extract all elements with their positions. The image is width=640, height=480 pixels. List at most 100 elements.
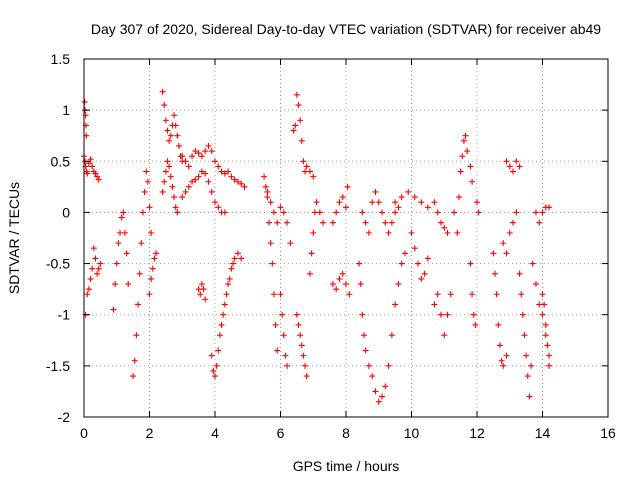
data-point — [192, 176, 199, 183]
data-point — [395, 281, 402, 288]
data-point — [92, 170, 99, 177]
chart-title: Day 307 of 2020, Sidereal Day-to-day VTE… — [91, 21, 601, 37]
data-point — [310, 173, 317, 180]
data-point — [136, 270, 143, 277]
data-point — [221, 301, 228, 308]
data-point — [81, 98, 88, 105]
data-point — [339, 194, 346, 201]
data-point — [392, 209, 399, 216]
data-point — [418, 199, 425, 206]
data-point — [238, 180, 245, 187]
data-point — [392, 301, 399, 308]
data-point — [469, 178, 476, 185]
data-point — [503, 158, 510, 165]
data-point — [166, 137, 173, 144]
data-point — [521, 332, 528, 339]
data-point — [287, 240, 294, 247]
data-point — [223, 291, 230, 298]
x-tick-label: 10 — [404, 425, 420, 441]
data-point — [518, 291, 525, 298]
data-point — [346, 291, 353, 298]
data-point — [182, 158, 189, 165]
data-point — [87, 275, 94, 282]
data-point — [234, 178, 241, 185]
data-point — [454, 229, 461, 236]
data-point — [198, 153, 205, 160]
data-point — [532, 209, 539, 216]
data-point — [401, 250, 408, 257]
data-point — [94, 270, 101, 277]
data-point — [408, 229, 415, 236]
data-point — [437, 311, 444, 318]
data-point — [293, 91, 300, 98]
data-point — [89, 265, 96, 272]
data-point — [359, 311, 366, 318]
data-point — [460, 137, 467, 144]
data-point — [516, 270, 523, 277]
data-point — [434, 209, 441, 216]
data-point — [205, 178, 212, 185]
y-tick-label: 1.5 — [51, 51, 71, 67]
data-point — [365, 362, 372, 369]
data-point — [95, 176, 102, 183]
data-points — [81, 88, 553, 405]
data-point — [279, 311, 286, 318]
data-point — [474, 199, 480, 206]
data-point — [469, 291, 476, 298]
data-point — [500, 240, 507, 247]
x-tick-label: 12 — [469, 425, 485, 441]
data-point — [437, 219, 444, 226]
data-point — [84, 170, 91, 177]
data-point — [92, 255, 99, 262]
data-point — [212, 199, 218, 206]
data-point — [280, 209, 287, 216]
data-point — [146, 204, 153, 211]
data-point — [151, 255, 158, 262]
data-point — [221, 170, 228, 177]
data-point — [97, 260, 104, 267]
data-point — [457, 168, 464, 175]
data-point — [523, 352, 530, 359]
data-point — [385, 362, 392, 369]
data-point — [277, 291, 284, 298]
data-point — [200, 286, 207, 293]
data-point — [192, 148, 199, 155]
data-point — [87, 156, 94, 163]
data-point — [506, 163, 513, 170]
data-point — [388, 332, 395, 339]
y-tick-label: -2 — [58, 409, 71, 425]
data-point — [118, 214, 125, 221]
data-point — [388, 219, 395, 226]
data-point — [297, 117, 304, 124]
data-point — [369, 199, 376, 206]
data-point — [539, 209, 546, 216]
data-point — [526, 393, 533, 400]
data-point — [310, 229, 317, 236]
data-point — [270, 291, 277, 298]
data-point — [284, 219, 291, 226]
data-point — [228, 265, 235, 272]
data-point — [144, 178, 151, 185]
data-point — [470, 311, 477, 318]
data-point — [302, 362, 309, 369]
data-point — [513, 209, 520, 216]
data-point — [175, 142, 182, 149]
x-tick-label: 14 — [535, 425, 551, 441]
data-point — [411, 194, 418, 201]
data-point — [202, 148, 209, 155]
data-point — [198, 168, 205, 175]
data-point — [336, 275, 343, 282]
data-point — [357, 281, 364, 288]
data-point — [195, 173, 202, 180]
data-point — [290, 127, 297, 134]
data-point — [308, 250, 315, 257]
data-point — [375, 398, 382, 405]
data-point — [472, 321, 479, 328]
data-point — [379, 209, 386, 216]
data-point — [169, 183, 176, 190]
x-tick-label: 2 — [146, 425, 154, 441]
data-point — [238, 255, 245, 262]
data-point — [198, 281, 205, 288]
data-point — [272, 321, 279, 328]
data-point — [365, 229, 372, 236]
